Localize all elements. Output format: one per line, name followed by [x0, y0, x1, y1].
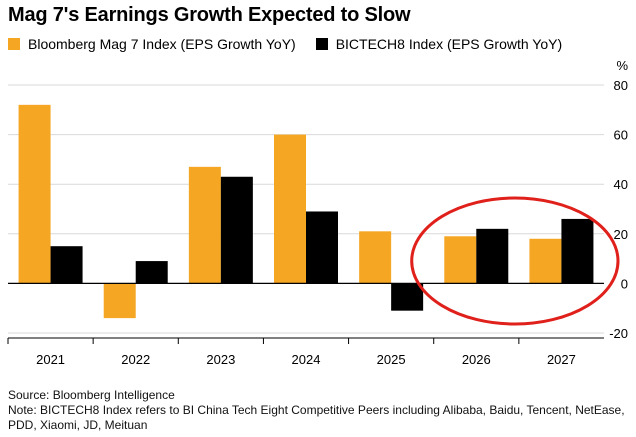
chart-footer: Source: Bloomberg Intelligence Note: BIC… — [8, 388, 628, 433]
legend-swatch-mag7 — [8, 38, 20, 50]
bar-mag7-2026 — [444, 236, 477, 284]
bar-mag7-2021 — [18, 104, 51, 284]
bar-bictech8-2027 — [561, 218, 594, 284]
bar-bictech8-2024 — [306, 211, 338, 284]
bar-bictech8-2026 — [476, 228, 509, 284]
footnote: Note: BICTECH8 Index refers to BI China … — [8, 403, 625, 432]
bar-mag7-2023 — [188, 166, 221, 284]
x-tick-label-2022: 2022 — [121, 352, 150, 367]
legend-label-mag7: Bloomberg Mag 7 Index (EPS Growth YoY) — [28, 36, 296, 52]
bar-mag7-2027 — [529, 238, 562, 284]
x-tick-label-2021: 2021 — [36, 352, 65, 367]
bar-mag7-2024 — [274, 134, 306, 284]
bar-bictech8-2022 — [135, 261, 168, 284]
legend-swatch-bictech8 — [315, 38, 328, 50]
bar-bictech8-2021 — [50, 246, 83, 284]
x-tick-label-2027: 2027 — [547, 352, 576, 367]
highlight-circle — [410, 196, 620, 326]
x-tick-label-2023: 2023 — [206, 352, 235, 367]
bar-bictech8-2023 — [220, 176, 253, 284]
legend-label-bictech8: BICTECH8 Index (EPS Growth YoY) — [335, 36, 563, 52]
y-tick-label-0: 0 — [621, 276, 628, 291]
y-tick-label-neg20: -20 — [609, 326, 628, 341]
x-tick-label-2026: 2026 — [462, 352, 491, 367]
y-unit-label: % — [616, 58, 628, 73]
bar-bictech8-2025 — [391, 283, 424, 311]
bar-mag7-2025 — [359, 231, 392, 284]
x-tick-label-2024: 2024 — [292, 352, 321, 367]
y-tick-label-60: 60 — [614, 128, 628, 143]
chart-title: Mag 7's Earnings Growth Expected to Slow — [8, 4, 411, 26]
y-tick-label-20: 20 — [614, 227, 628, 242]
legend-item-mag7: Bloomberg Mag 7 Index (EPS Growth YoY) — [8, 36, 296, 52]
bar-chart: 80 60 40 20 0 -20% 2021 2022 2023 2024 2025 2026 202… — [7, 58, 628, 367]
chart-legend: Bloomberg Mag 7 Index (EPS Growth YoY) B… — [8, 36, 582, 52]
y-tick-label-80: 80 — [614, 78, 628, 93]
legend-item-bictech8: BICTECH8 Index (EPS Growth YoY) — [315, 36, 563, 52]
bar-mag7-2022 — [103, 283, 136, 319]
source-note: Source: Bloomberg Intelligence — [8, 388, 175, 402]
y-tick-label-40: 40 — [614, 177, 628, 192]
x-tick-label-2025: 2025 — [377, 352, 406, 367]
